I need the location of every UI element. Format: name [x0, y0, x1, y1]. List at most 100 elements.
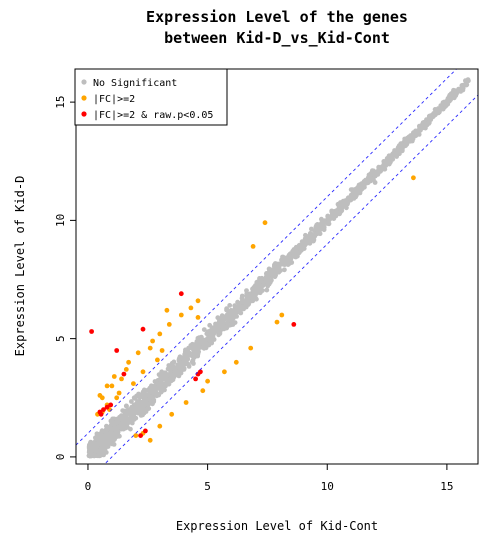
point-no-significant: [210, 330, 216, 335]
legend-marker-no-significant: [81, 79, 87, 85]
point-no-significant: [224, 325, 230, 331]
point-no-significant: [118, 414, 124, 419]
point-no-significant: [271, 264, 277, 269]
point-series-2: [101, 407, 106, 412]
point-no-significant: [210, 326, 216, 332]
point-no-significant: [265, 283, 271, 289]
point-no-significant: [254, 296, 259, 302]
point-no-significant: [157, 376, 163, 382]
point-no-significant: [155, 391, 161, 397]
point-no-significant: [426, 113, 432, 119]
point-no-significant: [215, 327, 221, 333]
point-series-1: [147, 437, 153, 443]
point-series-1: [157, 423, 163, 429]
point-no-significant: [100, 433, 105, 438]
point-no-significant: [396, 143, 402, 149]
point-no-significant: [345, 200, 351, 206]
point-no-significant: [440, 106, 446, 112]
point-series-2: [104, 404, 110, 410]
point-no-significant: [135, 399, 141, 404]
point-no-significant: [239, 295, 245, 301]
point-no-significant: [319, 216, 324, 222]
point-series-0: [348, 187, 354, 193]
y-tick-label: 15: [54, 95, 67, 108]
point-no-significant: [189, 359, 195, 365]
point-no-significant: [191, 349, 197, 355]
point-series-1: [135, 350, 141, 356]
point-series-1: [248, 345, 254, 351]
point-series-2: [114, 348, 120, 353]
point-series-1: [109, 383, 115, 389]
point-series-0: [363, 177, 368, 183]
point-no-significant: [168, 378, 174, 384]
point-no-significant: [232, 320, 238, 325]
point-no-significant: [276, 266, 281, 271]
point-series-1: [104, 383, 110, 389]
point-no-significant: [246, 301, 252, 307]
point-no-significant: [290, 253, 296, 259]
point-no-significant: [118, 421, 124, 427]
chart-title-line-1: Expression Level of the genes: [146, 8, 408, 26]
y-tick-label: 10: [54, 214, 67, 227]
y-tick-label: 5: [54, 335, 67, 342]
point-no-significant: [177, 354, 183, 360]
point-no-significant: [194, 339, 200, 344]
point-no-significant: [139, 400, 145, 406]
point-series-1: [133, 433, 139, 438]
point-no-significant: [255, 279, 261, 284]
point-no-significant: [372, 172, 377, 178]
point-no-significant: [434, 110, 439, 115]
point-no-significant: [450, 95, 456, 101]
x-tick-label: 10: [321, 480, 334, 493]
point-no-significant: [263, 274, 269, 280]
legend-marker-fc-pvalue: [81, 111, 87, 117]
point-series-2: [121, 371, 127, 377]
point-series-0: [394, 154, 399, 159]
point-no-significant: [151, 399, 157, 404]
point-series-1: [250, 244, 256, 249]
point-series-2: [193, 376, 199, 382]
point-no-significant: [216, 324, 222, 329]
point-no-significant: [293, 249, 299, 255]
point-series-1: [200, 388, 206, 394]
point-no-significant: [390, 151, 395, 157]
reference-line-0: [76, 69, 458, 446]
x-tick-label: 15: [440, 480, 453, 493]
point-no-significant: [326, 221, 332, 227]
point-no-significant: [336, 202, 342, 207]
point-no-significant: [219, 313, 225, 319]
point-no-significant: [426, 120, 432, 126]
point-no-significant: [96, 453, 102, 459]
point-no-significant: [113, 427, 119, 433]
point-no-significant: [419, 123, 425, 129]
point-no-significant: [256, 283, 262, 288]
point-no-significant: [154, 385, 160, 390]
point-series-2: [140, 326, 146, 332]
point-no-significant: [458, 89, 464, 94]
point-no-significant: [165, 366, 171, 372]
point-series-2: [143, 428, 148, 434]
point-no-significant: [229, 310, 235, 316]
point-no-significant: [266, 278, 272, 283]
point-no-significant: [164, 376, 169, 381]
point-series-2: [89, 329, 94, 334]
point-no-significant: [126, 409, 132, 415]
point-series-2: [291, 322, 297, 327]
point-no-significant: [143, 392, 149, 398]
point-no-significant: [169, 372, 175, 378]
point-no-significant: [240, 299, 245, 305]
point-no-significant: [285, 256, 291, 262]
point-no-significant: [386, 156, 391, 162]
point-no-significant: [254, 287, 260, 293]
point-no-significant: [220, 321, 226, 327]
y-axis-label: Expression Level of Kid-D: [13, 176, 27, 357]
point-no-significant: [411, 130, 416, 136]
point-no-significant: [93, 448, 98, 454]
point-no-significant: [250, 295, 256, 300]
point-no-significant: [280, 254, 285, 260]
point-series-1: [159, 348, 165, 353]
point-series-1: [195, 315, 201, 320]
point-no-significant: [162, 387, 167, 393]
point-series-1: [116, 390, 122, 396]
